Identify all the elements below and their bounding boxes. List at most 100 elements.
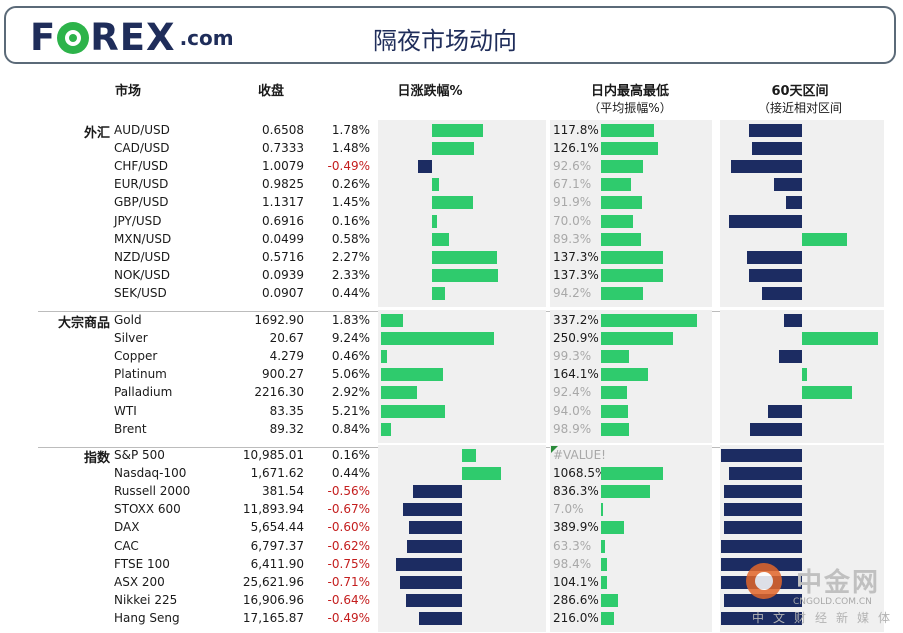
row-label: NOK/USD: [114, 268, 170, 282]
change-value: -0.64%: [312, 593, 370, 607]
change-bar: [381, 332, 494, 345]
row-label: Copper: [114, 349, 157, 363]
change-value: 0.16%: [312, 214, 370, 228]
range-value: 216.0%: [553, 611, 599, 625]
change-bar: [419, 612, 462, 625]
row-label: Nasdaq-100: [114, 466, 186, 480]
change-value: -0.60%: [312, 520, 370, 534]
range-bar: [601, 485, 650, 498]
change-bar: [432, 178, 439, 191]
row-label: AUD/USD: [114, 123, 170, 137]
close-value: 0.7333: [226, 141, 304, 155]
range-value: 91.9%: [553, 195, 599, 209]
range-value: 389.9%: [553, 520, 599, 534]
range-bar: [601, 503, 603, 516]
change-bar: [400, 576, 462, 589]
sixty-bar: [784, 314, 802, 327]
forex-logo[interactable]: F REX .com: [30, 18, 234, 58]
range-bar: [601, 314, 697, 327]
range-value: 337.2%: [553, 313, 599, 327]
change-value: -0.71%: [312, 575, 370, 589]
range-bar: [601, 160, 643, 173]
row-label: STOXX 600: [114, 502, 181, 516]
range-value: 137.3%: [553, 250, 599, 264]
sixty-bar: [724, 503, 802, 516]
range-value: 126.1%: [553, 141, 599, 155]
range-bar: [601, 558, 607, 571]
close-value: 0.5716: [226, 250, 304, 264]
close-value: 1.0079: [226, 159, 304, 173]
change-bar: [462, 449, 476, 462]
sixty-bar: [750, 423, 802, 436]
change-bar: [396, 558, 462, 571]
range-bar: [601, 467, 663, 480]
sixty-bar: [774, 178, 802, 191]
sixty-bar: [729, 467, 802, 480]
change-bar: [381, 368, 443, 381]
close-value: 5,654.44: [226, 520, 304, 534]
close-value: 6,797.37: [226, 539, 304, 553]
change-value: 1.78%: [312, 123, 370, 137]
range-bar: [601, 423, 629, 436]
range-value: 98.9%: [553, 422, 599, 436]
col-range-title: 日内最高最低: [560, 80, 700, 99]
cngold-logo-icon: [746, 563, 782, 599]
close-value: 16,906.96: [226, 593, 304, 607]
range-value: 92.6%: [553, 159, 599, 173]
sixty-bar: [721, 540, 802, 553]
change-value: 5.06%: [312, 367, 370, 381]
change-value: 0.26%: [312, 177, 370, 191]
range-bar: [601, 124, 654, 137]
row-label: DAX: [114, 520, 139, 534]
range-value: 67.1%: [553, 177, 599, 191]
range-bar: [601, 576, 607, 589]
change-bar: [432, 124, 483, 137]
row-label: Hang Seng: [114, 611, 180, 625]
row-label: MXN/USD: [114, 232, 171, 246]
range-value: 94.2%: [553, 286, 599, 300]
range-bar: [601, 215, 633, 228]
change-value: 2.92%: [312, 385, 370, 399]
sixty-bar: [802, 386, 852, 399]
sixty-bar: [724, 521, 802, 534]
sixty-bar: [802, 368, 807, 381]
change-value: 9.24%: [312, 331, 370, 345]
range-value: 137.3%: [553, 268, 599, 282]
row-label: WTI: [114, 404, 137, 418]
sixty-bar: [747, 251, 802, 264]
row-label: CHF/USD: [114, 159, 168, 173]
range-bar: [601, 612, 614, 625]
change-value: 2.27%: [312, 250, 370, 264]
range-bar: [601, 233, 641, 246]
change-bar: [462, 467, 501, 480]
row-label: CAD/USD: [114, 141, 170, 155]
group-label: 指数: [50, 447, 110, 466]
sixty-bar: [762, 287, 803, 300]
change-value: 5.21%: [312, 404, 370, 418]
change-bar: [406, 594, 462, 607]
range-bar: [601, 196, 642, 209]
range-value: 7.0%: [553, 502, 599, 516]
sixty-bar: [786, 196, 802, 209]
sixty-bar: [749, 124, 802, 137]
range-bar: [601, 251, 663, 264]
close-value: 2216.30: [226, 385, 304, 399]
error-flag-icon: [551, 446, 558, 453]
row-label: Russell 2000: [114, 484, 190, 498]
row-label: S&P 500: [114, 448, 165, 462]
change-bar: [381, 314, 403, 327]
change-bar: [432, 269, 498, 282]
range-value: 286.6%: [553, 593, 599, 607]
close-value: 0.9825: [226, 177, 304, 191]
header-box: F REX .com 隔夜市场动向: [4, 6, 896, 64]
change-bar: [381, 386, 417, 399]
range-value: 98.4%: [553, 557, 599, 571]
change-value: -0.62%: [312, 539, 370, 553]
col-range-sub: （平均振幅%）: [560, 99, 700, 116]
change-value: -0.49%: [312, 159, 370, 173]
change-value: 1.83%: [312, 313, 370, 327]
row-label: Gold: [114, 313, 142, 327]
sixty-bar: [749, 269, 802, 282]
close-value: 0.6916: [226, 214, 304, 228]
close-value: 6,411.90: [226, 557, 304, 571]
